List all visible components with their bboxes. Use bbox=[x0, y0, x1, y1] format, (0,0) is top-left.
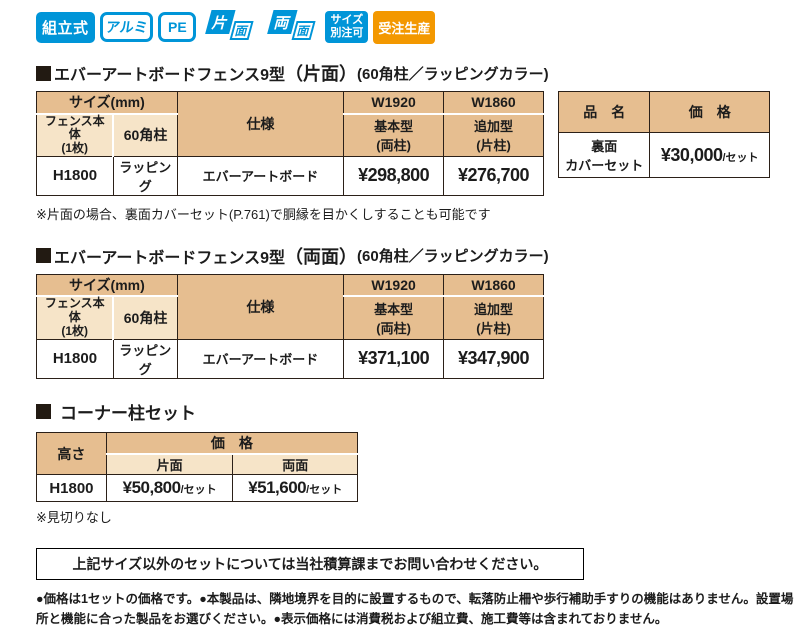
row-price-ryomen: ¥51,600 bbox=[248, 478, 307, 498]
section1-title-paren1: （片面） bbox=[284, 64, 357, 84]
rear-cover-price: ¥30,000 bbox=[660, 144, 723, 165]
badge-alumi-label: アルミ bbox=[104, 19, 149, 35]
section2-tables: サイズ(mm) 仕様 W1920 W1860 フェンス本体 (1枚) 60角柱 … bbox=[36, 273, 806, 379]
square-bullet-icon bbox=[36, 65, 51, 81]
header-product-name: 品 名 bbox=[557, 91, 651, 133]
rear-cover-name: 裏面 カバーセット bbox=[557, 132, 651, 178]
header-price: 価 格 bbox=[105, 431, 359, 455]
badge-katamen: 片 面 bbox=[203, 10, 257, 44]
row-spec: エバーアートボード bbox=[176, 338, 345, 379]
row-price-ryomen-unit: /セット bbox=[306, 484, 343, 497]
header-size-mm: サイズ(mm) bbox=[36, 273, 178, 298]
header-basic-type: 基本型 (両柱) bbox=[343, 113, 445, 157]
header-w1920: W1920 bbox=[343, 273, 445, 298]
price-table-katamen: サイズ(mm) 仕様 W1920 W1860 フェンス本体 (1枚) 60角柱 … bbox=[36, 91, 544, 196]
rear-cover-table: 品 名 価 格 裏面 カバーセット ¥30,000/セット bbox=[557, 91, 770, 178]
row-price-ryomen-cell: ¥51,600/セット bbox=[232, 474, 358, 503]
row-price-katamen: ¥50,800 bbox=[122, 478, 181, 498]
header-60-post: 60角柱 bbox=[112, 295, 178, 340]
section2-title: エバーアートボードフェンス9型 （両面） (60角柱／ラッピングカラー) bbox=[36, 243, 806, 269]
section2-title-main: エバーアートボードフェンス9型 bbox=[54, 249, 285, 267]
header-fence-body: フェンス本体 (1枚) bbox=[36, 295, 115, 340]
badge-katamen-second: 面 bbox=[229, 21, 254, 40]
header-w1860: W1860 bbox=[443, 91, 544, 115]
contact-notice-box: 上記サイズ以外のセットについては当社積算課までお問い合わせください。 bbox=[36, 548, 584, 581]
row-color: ラッピング bbox=[112, 155, 178, 196]
section1-note: ※片面の場合、裏面カバーセット(P.761)で胴縁を目かくしすることも可能です bbox=[36, 206, 491, 222]
header-ryomen: 両面 bbox=[232, 453, 358, 476]
row-price-w1920: ¥298,800 bbox=[343, 155, 445, 196]
square-bullet-icon bbox=[36, 248, 51, 264]
row-height: H1800 bbox=[36, 155, 114, 196]
badge-ryomen: 両 面 bbox=[265, 10, 319, 44]
header-spec: 仕様 bbox=[176, 91, 345, 157]
section1-tables: サイズ(mm) 仕様 W1920 W1860 フェンス本体 (1枚) 60角柱 … bbox=[36, 91, 806, 196]
rear-cover-price-cell: ¥30,000/セット bbox=[649, 132, 770, 178]
header-add-type: 追加型 (片柱) bbox=[443, 295, 544, 340]
header-fence-body: フェンス本体 (1枚) bbox=[36, 113, 115, 157]
section1-title: エバーアートボードフェンス9型 （片面） (60角柱／ラッピングカラー) bbox=[36, 60, 806, 86]
header-w1920: W1920 bbox=[343, 91, 445, 115]
section3-title: コーナー柱セット bbox=[36, 399, 806, 424]
feature-badges: 組立式 アルミ PE 片 面 両 面 サイズ 別注可 受注生産 bbox=[36, 10, 806, 44]
row-spec: エバーアートボード bbox=[176, 155, 345, 196]
row-color: ラッピング bbox=[112, 338, 178, 379]
section2-title-paren2: (60角柱／ラッピングカラー) bbox=[356, 248, 549, 266]
badge-size-betchu-line2: 別注可 bbox=[330, 27, 364, 39]
badge-kumitate: 組立式 bbox=[36, 11, 95, 43]
header-price: 価 格 bbox=[649, 91, 770, 133]
square-bullet-icon bbox=[36, 403, 51, 419]
badge-pe-label: PE bbox=[168, 19, 187, 35]
header-w1860: W1860 bbox=[443, 273, 544, 298]
row-price-w1860: ¥276,700 bbox=[443, 155, 544, 196]
row-price-w1860: ¥347,900 bbox=[443, 338, 544, 379]
header-spec: 仕様 bbox=[176, 273, 345, 340]
badge-alumi: アルミ bbox=[99, 12, 154, 42]
row-height: H1800 bbox=[36, 474, 107, 503]
header-katamen: 片面 bbox=[105, 453, 234, 476]
header-60-post: 60角柱 bbox=[112, 113, 178, 157]
section2-title-paren1: （両面） bbox=[284, 246, 357, 267]
row-price-katamen-cell: ¥50,800/セット bbox=[105, 474, 234, 503]
rear-cover-unit: /セット bbox=[722, 151, 759, 164]
badge-size-betchu-line1: サイズ bbox=[330, 13, 364, 26]
header-size-mm: サイズ(mm) bbox=[36, 91, 178, 115]
badge-pe: PE bbox=[158, 12, 197, 42]
row-height: H1800 bbox=[36, 338, 114, 379]
row-price-katamen-unit: /セット bbox=[180, 484, 217, 497]
section1-title-main: エバーアートボードフェンス9型 bbox=[54, 67, 285, 84]
section1-title-paren2: (60角柱／ラッピングカラー) bbox=[356, 65, 549, 83]
badge-juchu-seisan: 受注生産 bbox=[373, 10, 436, 44]
badge-size-betchu: サイズ 別注可 bbox=[325, 10, 369, 44]
section3-title-main: コーナー柱セット bbox=[60, 403, 196, 423]
footnotes: ●価格は1セットの価格です。●本製品は、隣地境界を目的に設置するもので、転落防止… bbox=[36, 592, 794, 626]
price-table-ryomen: サイズ(mm) 仕様 W1920 W1860 フェンス本体 (1枚) 60角柱 … bbox=[36, 273, 544, 379]
section3-note: ※見切りなし bbox=[36, 510, 112, 526]
header-add-type: 追加型 (片柱) bbox=[443, 113, 544, 157]
header-basic-type: 基本型 (両柱) bbox=[343, 295, 445, 340]
corner-post-table: 高さ 価 格 片面 両面 H1800 ¥50,800/セット ¥51,600/セ… bbox=[36, 431, 359, 503]
row-price-w1920: ¥371,100 bbox=[343, 338, 445, 379]
header-height: 高さ bbox=[36, 431, 107, 476]
badge-ryomen-second: 面 bbox=[291, 21, 316, 40]
